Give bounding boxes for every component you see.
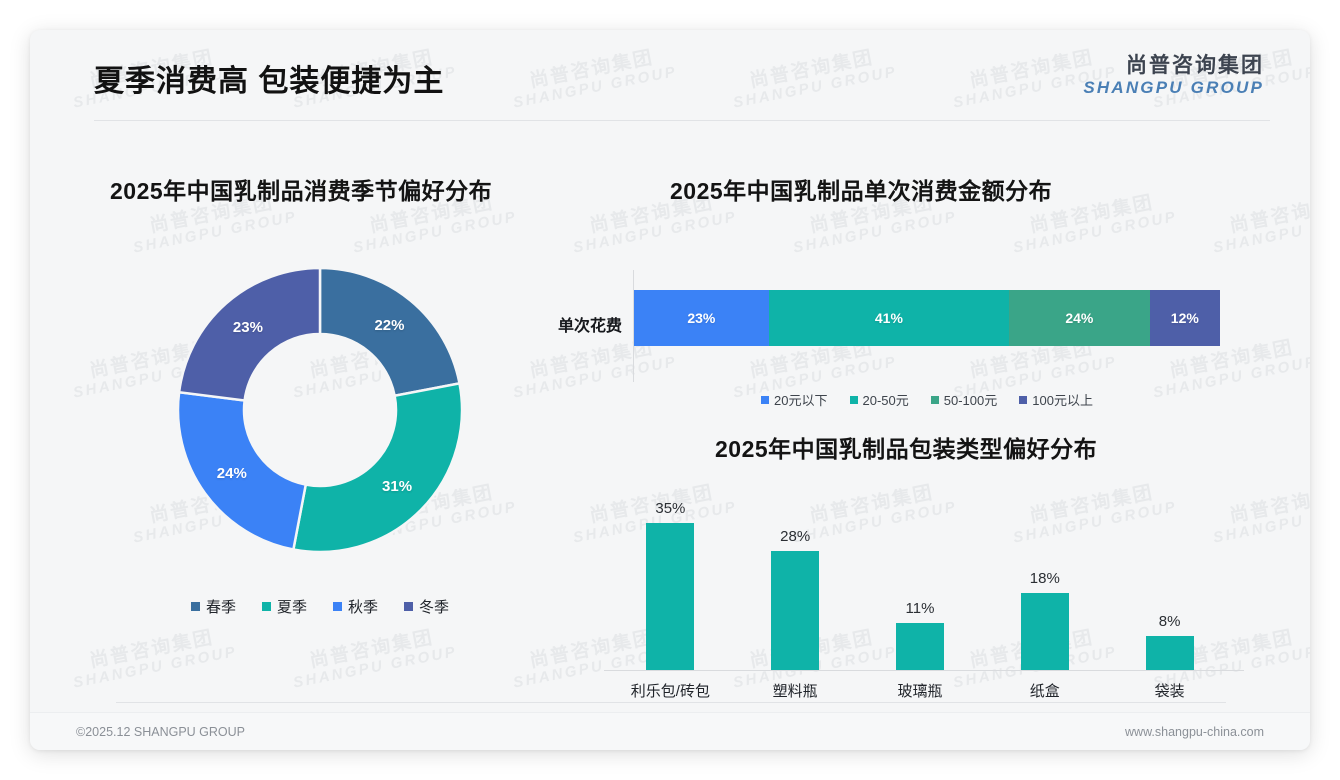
legend-swatch-icon [333,602,342,611]
donut-slice-label: 31% [382,478,413,496]
column-bar[interactable] [771,551,820,670]
donut-legend-item[interactable]: 冬季 [404,596,449,617]
donut-slice[interactable] [318,266,461,398]
column-bar[interactable] [646,523,695,670]
legend-label: 冬季 [419,599,450,616]
stacked-bar-chart-title: 2025年中国乳制品单次消费金额分布 [670,178,1053,204]
logo-text-cn: 尚普咨询集团 [1126,54,1264,77]
donut-slice-label: 23% [232,319,263,337]
donut-slice[interactable] [176,390,308,551]
column-bar[interactable] [895,623,944,670]
legend-label: 20-50元 [862,393,909,408]
copyright-text: ©2025.12 SHANGPU GROUP [76,725,245,739]
legend-label: 100元以上 [1032,393,1093,408]
stacked-bar-legend-item[interactable]: 50-100元 [930,390,998,409]
stacked-bar-legend-item[interactable]: 20-50元 [849,390,909,409]
column-category-label: 玻璃瓶 [897,683,943,700]
column-bar-value-label: 28% [780,528,811,545]
stacked-bar-axis-line [633,270,634,382]
legend-swatch-icon [261,602,271,611]
donut-slice[interactable] [177,266,322,402]
slide-header: 夏季消费高 包装便捷为主 尚普咨询集团 SHANGPU GROUP [30,30,1310,122]
stacked-bar-segment[interactable]: 12% [1149,290,1220,346]
donut-slice-label: 24% [216,465,247,483]
legend-label: 秋季 [348,599,379,616]
column-chart-bar-group: 28% [740,500,850,670]
legend-label: 春季 [205,599,236,616]
donut-slice[interactable] [291,381,464,554]
legend-swatch-icon [761,395,770,404]
column-bar-value-label: 8% [1158,613,1181,630]
donut-legend: 春季 夏季 秋季 冬季 [140,596,500,617]
brand-logo: 尚普咨询集团 SHANGPU GROUP [1083,54,1264,98]
sample-note-divider [116,702,1226,703]
legend-swatch-icon [849,395,858,404]
column-chart: 35% 28% 11% 18% 8% 利乐包/砖包 塑料瓶 玻璃瓶 纸盒 袋装 [590,500,1250,710]
donut-legend-item[interactable]: 秋季 [333,596,378,617]
column-chart-plot: 35% 28% 11% 18% 8% [608,500,1232,670]
donut-graphic [172,262,468,558]
legend-swatch-icon [1019,395,1028,404]
column-category-label: 塑料瓶 [772,683,818,700]
donut-legend-item[interactable]: 春季 [190,596,236,617]
legend-label: 夏季 [276,599,307,616]
legend-label: 20元以下 [774,393,828,408]
legend-label: 50-100元 [943,393,998,408]
column-bar-value-label: 35% [655,500,686,517]
stacked-bar-legend-item[interactable]: 100元以上 [1019,390,1093,409]
stacked-bar-segment[interactable]: 23% [634,290,769,346]
column-bar[interactable] [1145,636,1194,670]
slide-footer-bar: ©2025.12 SHANGPU GROUP www.shangpu-china… [30,712,1310,750]
legend-swatch-icon [190,602,200,611]
column-category-label: 袋装 [1154,683,1185,700]
legend-swatch-icon [404,602,414,611]
column-chart-title: 2025年中国乳制品包装类型偏好分布 [715,436,1098,462]
column-chart-bar-group: 8% [1115,500,1225,670]
stacked-bar-track: 23% 41% 24% 12% [634,290,1220,346]
column-category-label: 纸盒 [1029,683,1060,700]
donut-chart-title: 2025年中国乳制品消费季节偏好分布 [110,178,493,204]
stacked-bar-legend: 20元以下 20-50元 50-100元 100元以上 [634,390,1220,409]
donut-legend-item[interactable]: 夏季 [261,596,307,617]
column-bar-value-label: 11% [905,600,935,617]
slide-canvas: 尚普咨询集团 SHANGPU GROUP 尚普咨询集团 SHANGPU GROUP 尚普… [30,30,1310,750]
stacked-bar-segment[interactable]: 24% [1009,290,1150,346]
donut-svg [176,266,464,554]
stacked-bar-segment[interactable]: 41% [768,290,1010,346]
website-link[interactable]: www.shangpu-china.com [1125,725,1264,739]
column-bar[interactable] [1020,593,1069,670]
column-chart-bar-group: 18% [990,500,1100,670]
column-chart-category-labels: 利乐包/砖包 塑料瓶 玻璃瓶 纸盒 袋装 [608,680,1232,710]
page-title: 夏季消费高 包装便捷为主 [94,65,445,98]
column-chart-bar-group: 11% [865,500,975,670]
column-category-label: 利乐包/砖包 [630,683,710,700]
legend-swatch-icon [930,395,939,404]
stacked-bar-chart: 单次花费 23% 41% 24% 12% 20元以下 20-50元 50-100元 100元… [530,270,1260,420]
logo-text-en: SHANGPU GROUP [1083,78,1264,98]
donut-chart: 22% 31% 24% 23% 春季 夏季 秋季 冬季 [140,258,500,616]
column-chart-axis-line [604,670,1244,671]
donut-slice-label: 22% [374,317,405,334]
stacked-bar-category-label: 单次花费 [557,318,622,335]
column-chart-bar-group: 35% [615,500,725,670]
stacked-bar-legend-item[interactable]: 20元以下 [761,390,828,409]
header-divider [94,120,1270,121]
column-bar-value-label: 18% [1029,570,1060,587]
